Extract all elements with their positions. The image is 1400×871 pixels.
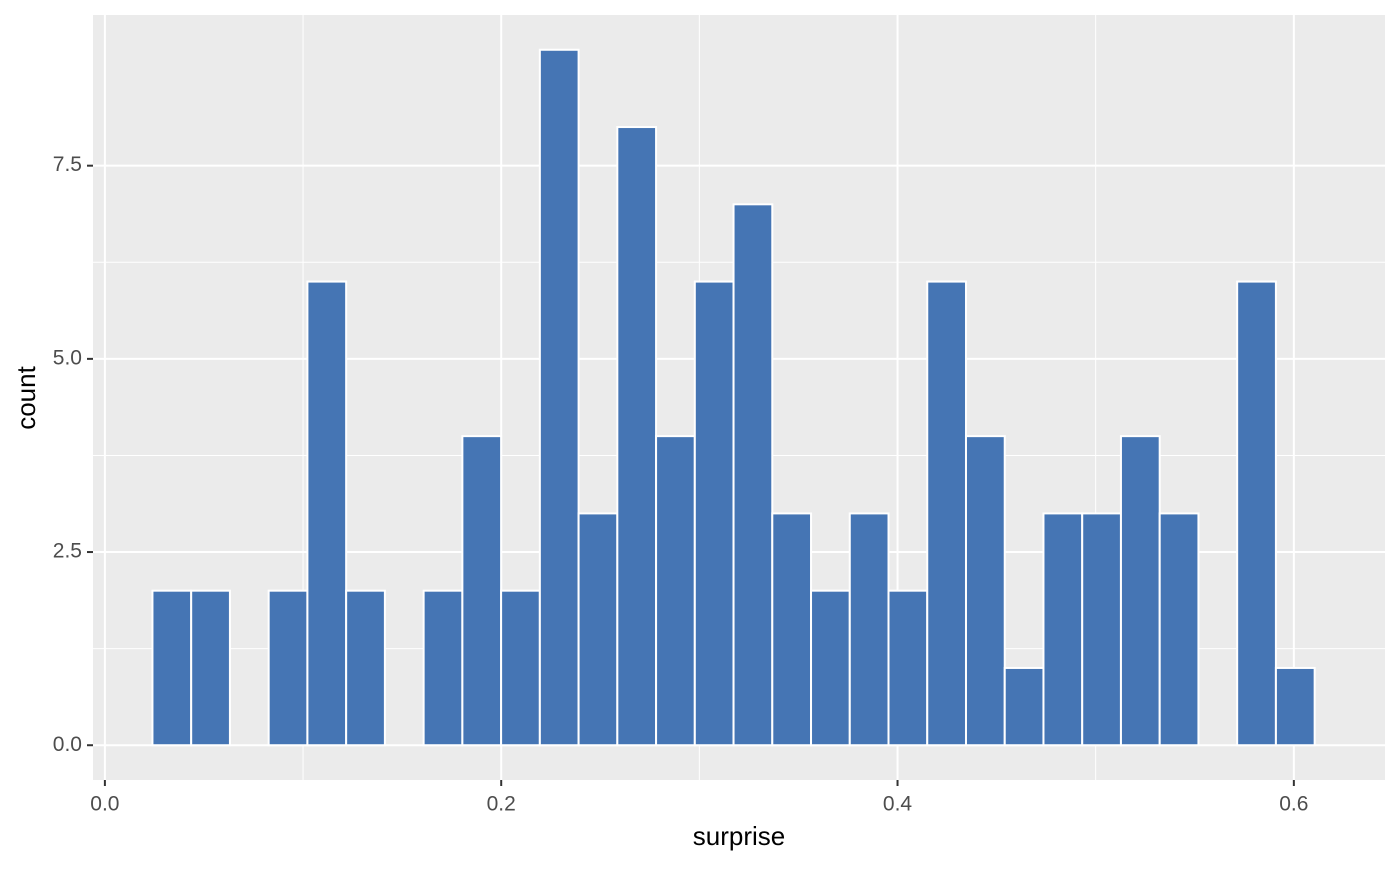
x-tick-label: 0.0	[90, 793, 119, 816]
y-tick-label: 5.0	[53, 346, 82, 369]
bar	[345, 589, 386, 747]
bar	[655, 435, 696, 747]
x-tick-label: 0.2	[487, 793, 516, 816]
bar	[500, 589, 541, 747]
bar	[422, 589, 464, 747]
y-tick-label: 7.5	[53, 153, 82, 176]
bar	[151, 589, 193, 747]
bar	[616, 126, 658, 747]
bar	[190, 589, 231, 747]
bar	[1158, 512, 1200, 747]
bar	[1042, 512, 1084, 747]
bar	[732, 203, 774, 747]
bar	[1081, 512, 1122, 747]
y-tick-label: 2.5	[53, 540, 82, 563]
bar	[771, 512, 813, 747]
bar	[267, 589, 309, 747]
bar	[964, 435, 1006, 747]
bar	[887, 589, 929, 747]
y-tick-label: 0.0	[53, 733, 82, 756]
bar	[848, 512, 890, 747]
x-tick-label: 0.4	[883, 793, 913, 816]
bar	[810, 589, 851, 747]
bar	[577, 512, 619, 747]
x-tick-label: 0.6	[1279, 793, 1308, 816]
x-axis-title: surprise	[693, 821, 785, 851]
bar	[1119, 435, 1161, 747]
bar	[1236, 280, 1277, 747]
bar	[1274, 666, 1316, 747]
bar	[538, 48, 580, 747]
bar	[1003, 666, 1045, 747]
bar	[306, 280, 348, 747]
bar	[926, 280, 967, 747]
bar	[693, 280, 735, 747]
bar	[461, 435, 503, 747]
y-axis-title: count	[11, 365, 41, 429]
